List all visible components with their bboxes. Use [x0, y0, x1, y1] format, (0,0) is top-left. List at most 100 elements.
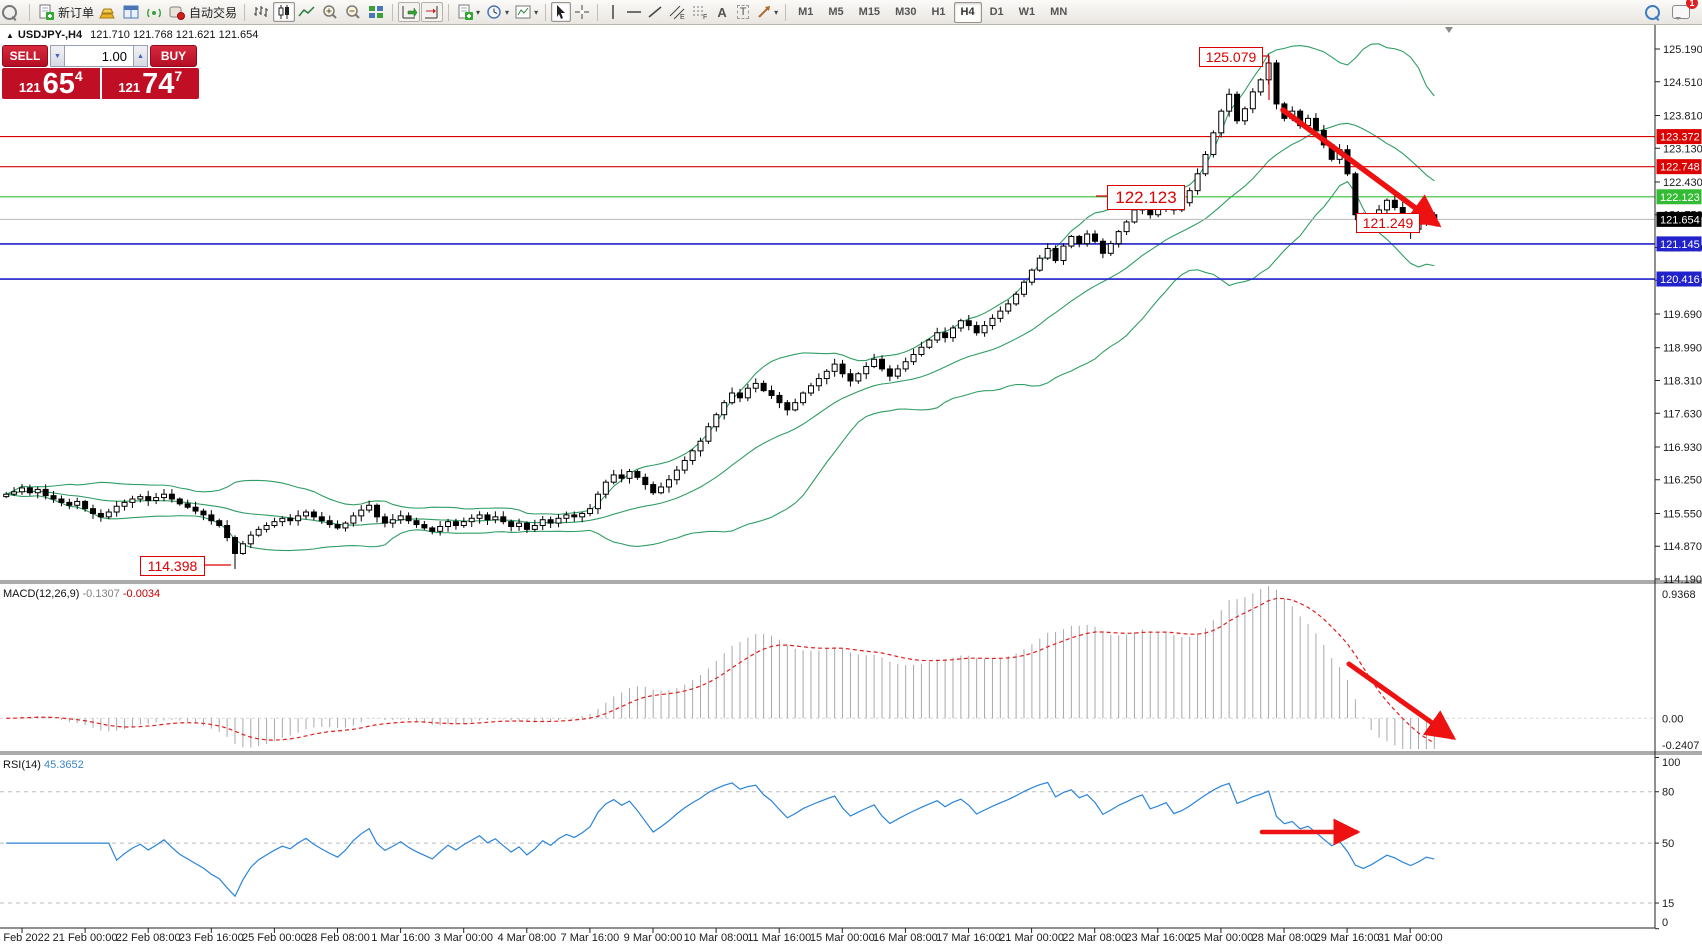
price-annotation-122-123[interactable]: 122.123 — [1107, 185, 1185, 210]
cursor-button[interactable] — [551, 2, 572, 22]
chat-bubble-icon — [1672, 5, 1690, 20]
svg-text:21 Mar 00:00: 21 Mar 00:00 — [999, 932, 1064, 944]
toolbar-separator — [545, 3, 547, 21]
ask-pip-digit: 7 — [174, 68, 183, 84]
window-magnifier-icon[interactable] — [2, 2, 24, 22]
svg-text:125.190: 125.190 — [1663, 44, 1702, 56]
text-button[interactable]: A — [717, 4, 727, 20]
timeframe-m30[interactable]: M30 — [895, 6, 917, 18]
bid-pip-digit: 4 — [74, 68, 83, 84]
svg-text:29 Mar 16:00: 29 Mar 16:00 — [1315, 932, 1380, 944]
svg-text:123.810: 123.810 — [1663, 110, 1702, 122]
symbol-name: USDJPY-,H4 — [17, 29, 83, 41]
svg-text:120.416: 120.416 — [1660, 274, 1700, 286]
shapes-button[interactable]: ▾ — [754, 2, 780, 22]
rsi-value: 45.3652 — [43, 759, 84, 771]
svg-text:31 Mar 00:00: 31 Mar 00:00 — [1378, 932, 1443, 944]
svg-text:23 Feb 16:00: 23 Feb 16:00 — [179, 932, 244, 944]
ohlc-values: 121.710 121.768 121.621 121.654 — [90, 29, 259, 41]
svg-text:7 Feb 2022: 7 Feb 2022 — [0, 932, 50, 944]
trendline-button[interactable] — [645, 2, 665, 22]
svg-text:7 Mar 16:00: 7 Mar 16:00 — [561, 932, 620, 944]
line-chart-icon[interactable] — [296, 2, 318, 22]
buy-button[interactable]: BUY — [150, 45, 197, 67]
svg-text:80: 80 — [1662, 787, 1674, 799]
svg-text:4 Mar 08:00: 4 Mar 08:00 — [497, 932, 556, 944]
price-annotation-125-079[interactable]: 125.079 — [1199, 47, 1263, 67]
crosshair-button[interactable] — [572, 2, 592, 22]
zoom-in-icon[interactable] — [319, 2, 341, 22]
indicators-button[interactable]: ▾ — [454, 2, 482, 22]
toolbar-buttons: 新订单 自动交易 ▾ ▾ ▾ E F A T ▾ M1 M5 M15 M30 H1 H4 D1 W1 MN — [2, 1, 1642, 23]
timeframe-m15[interactable]: M15 — [858, 6, 881, 18]
timeframe-mn[interactable]: MN — [1050, 6, 1068, 18]
candlestick-chart-icon[interactable] — [273, 2, 296, 22]
market-watch-icon[interactable] — [120, 2, 142, 22]
svg-text:123.130: 123.130 — [1663, 143, 1702, 155]
bid-big-digits: 65 — [42, 68, 75, 99]
volume-increase-button[interactable]: ▲ — [134, 45, 148, 67]
svg-text:117.630: 117.630 — [1663, 408, 1702, 420]
timeframe-m5[interactable]: M5 — [828, 6, 844, 18]
templates-button[interactable]: ▾ — [512, 2, 540, 22]
timeframe-d1[interactable]: D1 — [989, 6, 1004, 18]
svg-text:28 Mar 08:00: 28 Mar 08:00 — [1252, 932, 1317, 944]
svg-text:9 Mar 00:00: 9 Mar 00:00 — [624, 932, 683, 944]
tile-windows-icon[interactable] — [365, 2, 387, 22]
autotrade-button[interactable]: 自动交易 — [166, 2, 239, 22]
svg-text:121.654: 121.654 — [1660, 214, 1700, 226]
svg-text:115.550: 115.550 — [1663, 508, 1702, 520]
svg-text:0.00: 0.00 — [1662, 713, 1683, 725]
svg-text:121.145: 121.145 — [1660, 239, 1700, 251]
rsi-name: RSI(14) — [3, 759, 41, 771]
gold-bars-icon[interactable] — [97, 2, 119, 22]
price-annotation-121-249[interactable]: 121.249 — [1356, 213, 1420, 233]
zoom-out-icon[interactable] — [342, 2, 364, 22]
timeframe-w1[interactable]: W1 — [1018, 6, 1036, 18]
svg-text:123.372: 123.372 — [1660, 132, 1700, 144]
volume-decrease-button[interactable]: ▼ — [50, 45, 64, 67]
search-icon[interactable] — [1642, 2, 1662, 22]
svg-text:17 Mar 16:00: 17 Mar 16:00 — [936, 932, 1001, 944]
svg-text:100: 100 — [1662, 757, 1680, 769]
symbol-ohlc-line: ▲ USDJPY-,H4 121.710 121.768 121.621 121.6… — [6, 29, 258, 41]
timeframe-h4[interactable]: H4 — [953, 1, 982, 23]
new-order-button[interactable]: 新订单 — [35, 2, 96, 22]
bar-chart-icon[interactable] — [250, 2, 272, 22]
svg-text:E: E — [680, 14, 685, 20]
channel-button[interactable]: E — [666, 2, 688, 22]
svg-text:25 Feb 00:00: 25 Feb 00:00 — [242, 932, 307, 944]
vertical-line-button[interactable] — [603, 2, 623, 22]
text-label-button[interactable]: T — [733, 2, 753, 22]
fibonacci-button[interactable]: F — [689, 2, 711, 22]
svg-text:1 Mar 16:00: 1 Mar 16:00 — [371, 932, 430, 944]
svg-text:3 Mar 00:00: 3 Mar 00:00 — [434, 932, 493, 944]
svg-text:25 Mar 00:00: 25 Mar 00:00 — [1188, 932, 1253, 944]
sell-button[interactable]: SELL — [2, 45, 48, 67]
toolbar-right: 1 — [1642, 0, 1698, 22]
svg-text:16 Mar 08:00: 16 Mar 08:00 — [873, 932, 938, 944]
auto-scroll-icon[interactable] — [398, 2, 421, 22]
signal-icon[interactable] — [143, 2, 165, 22]
periods-button[interactable]: ▾ — [483, 2, 511, 22]
volume-input[interactable]: 1.00 — [64, 45, 134, 67]
one-click-collapse-icon[interactable]: ▲ — [6, 31, 14, 40]
svg-text:124.510: 124.510 — [1663, 77, 1702, 89]
notifications-icon[interactable]: 1 — [1670, 0, 1698, 22]
rsi-label: RSI(14) 45.3652 — [3, 759, 84, 771]
svg-text:21 Feb 00:00: 21 Feb 00:00 — [53, 932, 118, 944]
one-click-trading-panel: SELL ▼ 1.00 ▲ BUY 121 65 4 121 74 7 — [2, 45, 199, 99]
svg-text:-0.2407: -0.2407 — [1662, 740, 1699, 752]
timeframe-m1[interactable]: M1 — [798, 6, 814, 18]
svg-text:114.190: 114.190 — [1663, 574, 1702, 586]
price-annotation-114-398[interactable]: 114.398 — [140, 556, 205, 576]
svg-text:122.430: 122.430 — [1663, 177, 1702, 189]
horizontal-line-button[interactable] — [624, 2, 644, 22]
svg-text:F: F — [703, 14, 707, 20]
timeframe-h1[interactable]: H1 — [931, 6, 946, 18]
svg-text:119.690: 119.690 — [1663, 309, 1702, 321]
toolbar: 新订单 自动交易 ▾ ▾ ▾ E F A T ▾ M1 M5 M15 M30 H1 H4 D1 W1 MN 1 — [0, 0, 1702, 25]
chart-shift-icon[interactable] — [421, 2, 444, 22]
